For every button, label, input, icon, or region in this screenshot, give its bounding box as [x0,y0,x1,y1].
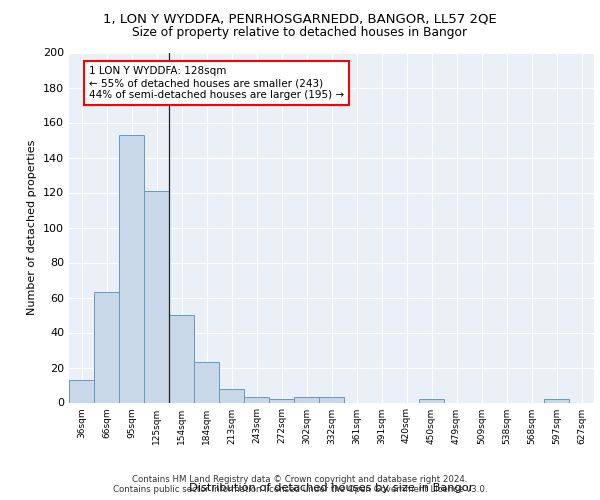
Bar [169,315,194,402]
Text: Size of property relative to detached houses in Bangor: Size of property relative to detached ho… [133,26,467,39]
Bar [269,399,294,402]
Bar [144,190,169,402]
Bar [294,397,319,402]
Bar [94,292,119,403]
Bar [244,397,269,402]
Bar [319,397,344,402]
Bar [419,399,444,402]
Text: 1 LON Y WYDDFA: 128sqm
← 55% of detached houses are smaller (243)
44% of semi-de: 1 LON Y WYDDFA: 128sqm ← 55% of detached… [89,66,344,100]
Bar [219,388,244,402]
Bar [194,362,219,403]
X-axis label: Distribution of detached houses by size in Bangor: Distribution of detached houses by size … [189,482,474,492]
Bar [544,399,569,402]
Bar [119,134,144,402]
Y-axis label: Number of detached properties: Number of detached properties [28,140,37,315]
Bar [69,380,94,402]
Text: 1, LON Y WYDDFA, PENRHOSGARNEDD, BANGOR, LL57 2QE: 1, LON Y WYDDFA, PENRHOSGARNEDD, BANGOR,… [103,12,497,26]
Text: Contains HM Land Registry data © Crown copyright and database right 2024.
Contai: Contains HM Land Registry data © Crown c… [113,474,487,494]
